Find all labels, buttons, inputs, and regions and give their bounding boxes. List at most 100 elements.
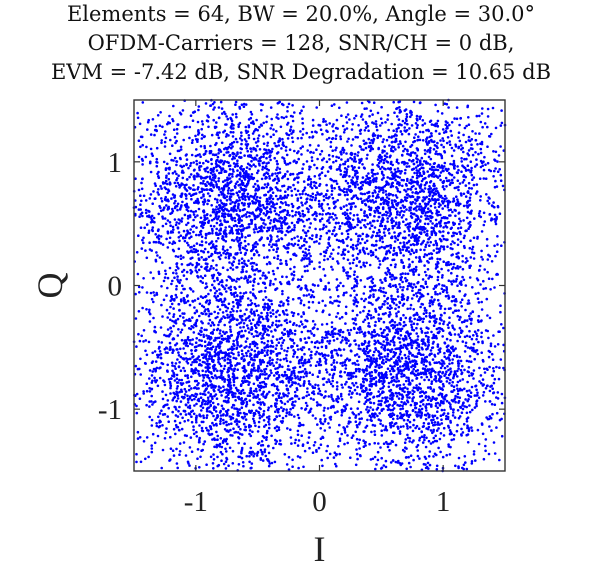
- scatter-point: [275, 174, 279, 178]
- scatter-point: [160, 341, 164, 344]
- scatter-point: [390, 160, 393, 164]
- scatter-point: [180, 291, 183, 295]
- scatter-point: [175, 377, 179, 381]
- scatter-point: [200, 120, 204, 123]
- scatter-point: [291, 172, 295, 176]
- scatter-point: [240, 357, 243, 361]
- scatter-point: [199, 295, 203, 298]
- scatter-point: [287, 296, 290, 300]
- scatter-point: [465, 334, 469, 338]
- scatter-point: [300, 286, 303, 290]
- scatter-point: [157, 272, 161, 276]
- scatter-point: [449, 307, 452, 310]
- scatter-point: [293, 236, 296, 240]
- scatter-point: [283, 215, 287, 219]
- scatter-point: [138, 291, 141, 294]
- scatter-point: [191, 139, 194, 142]
- scatter-point: [461, 364, 464, 368]
- scatter-point: [448, 381, 451, 385]
- scatter-point: [332, 129, 335, 133]
- scatter-point: [341, 221, 344, 225]
- scatter-point: [495, 185, 499, 188]
- scatter-point: [216, 251, 219, 255]
- scatter-point: [218, 336, 221, 340]
- scatter-point: [190, 141, 194, 144]
- scatter-point: [176, 181, 180, 185]
- scatter-point: [320, 149, 324, 153]
- scatter-point: [274, 367, 277, 371]
- scatter-point: [413, 171, 416, 175]
- scatter-point: [206, 160, 210, 164]
- scatter-point: [324, 174, 327, 178]
- scatter-point: [411, 392, 415, 396]
- scatter-point: [394, 283, 397, 287]
- scatter-point: [178, 405, 181, 409]
- scatter-point: [398, 352, 402, 356]
- scatter-point: [420, 376, 423, 379]
- scatter-point: [406, 436, 410, 440]
- scatter-point: [370, 236, 373, 239]
- scatter-point: [320, 393, 324, 397]
- scatter-point: [369, 406, 372, 409]
- scatter-point: [434, 379, 438, 383]
- scatter-point: [298, 111, 302, 115]
- scatter-point: [303, 224, 306, 228]
- scatter-points-group: [132, 98, 507, 473]
- scatter-point: [244, 418, 248, 421]
- scatter-point: [230, 368, 233, 371]
- scatter-point: [297, 466, 300, 470]
- scatter-point: [245, 308, 248, 311]
- scatter-point: [471, 153, 475, 157]
- scatter-point: [144, 211, 148, 215]
- scatter-point: [264, 423, 268, 427]
- scatter-point: [493, 244, 496, 248]
- scatter-point: [362, 371, 366, 374]
- scatter-point: [211, 283, 214, 287]
- scatter-point: [357, 237, 360, 241]
- scatter-point: [440, 112, 444, 115]
- scatter-point: [194, 341, 198, 345]
- scatter-point: [391, 417, 395, 421]
- scatter-point: [378, 259, 381, 263]
- scatter-point: [257, 134, 261, 137]
- scatter-point: [483, 268, 487, 271]
- scatter-point: [381, 331, 385, 334]
- scatter-point: [290, 189, 294, 193]
- scatter-point: [439, 307, 442, 310]
- scatter-point: [279, 194, 282, 198]
- scatter-point: [253, 324, 257, 328]
- scatter-point: [135, 452, 138, 456]
- scatter-point: [423, 230, 426, 234]
- scatter-point: [403, 109, 407, 112]
- scatter-point: [248, 315, 251, 318]
- scatter-point: [380, 105, 383, 109]
- scatter-point: [256, 144, 259, 148]
- scatter-point: [182, 342, 186, 345]
- scatter-point: [447, 443, 450, 446]
- scatter-point: [351, 138, 355, 141]
- scatter-point: [249, 446, 253, 450]
- scatter-point: [164, 393, 168, 397]
- scatter-point: [488, 213, 492, 216]
- scatter-point: [363, 218, 367, 222]
- scatter-point: [400, 132, 404, 136]
- scatter-point: [306, 289, 309, 292]
- scatter-point: [480, 335, 483, 339]
- scatter-point: [232, 427, 235, 431]
- scatter-point: [435, 222, 439, 226]
- scatter-point: [224, 410, 228, 413]
- scatter-point: [334, 462, 337, 466]
- scatter-point: [438, 437, 442, 441]
- scatter-point: [486, 270, 489, 274]
- scatter-point: [398, 416, 402, 420]
- scatter-point: [150, 450, 154, 454]
- scatter-point: [366, 222, 370, 226]
- scatter-point: [457, 188, 460, 192]
- scatter-point: [481, 258, 485, 261]
- scatter-point: [476, 352, 480, 356]
- scatter-point: [151, 229, 154, 233]
- scatter-point: [349, 386, 353, 390]
- scatter-point: [475, 349, 479, 352]
- scatter-point: [141, 214, 144, 218]
- scatter-point: [273, 460, 277, 464]
